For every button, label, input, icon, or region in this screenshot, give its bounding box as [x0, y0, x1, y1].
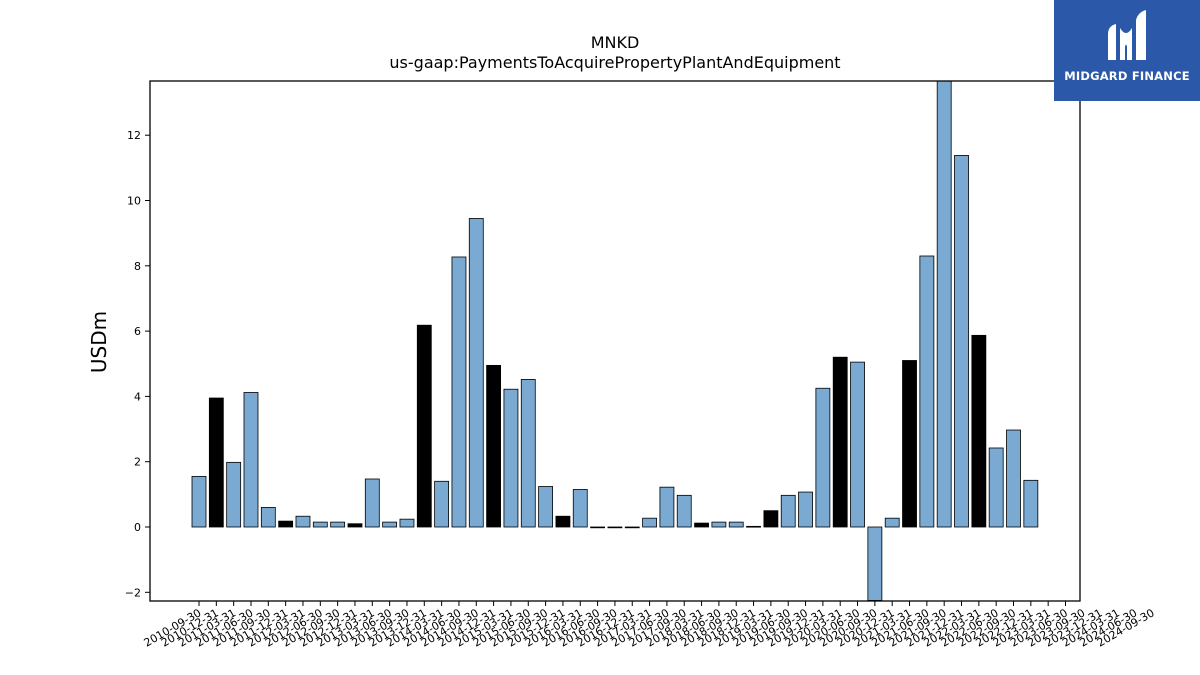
bar-2011-09-30 — [260, 507, 276, 528]
bar-2010-09-30 — [191, 475, 207, 528]
bar-2015-03-31 — [503, 388, 519, 528]
plot-frame — [149, 80, 1081, 602]
bar-2021-03-31 — [850, 361, 865, 528]
bar-2014-06-30 — [451, 256, 467, 528]
bar-2015-06-30 — [520, 379, 536, 528]
bar-2016-12-31 — [624, 526, 640, 529]
bar-2023-06-30 — [1006, 429, 1021, 528]
bar-2019-09-30 — [746, 525, 761, 528]
bar-2018-09-30 — [676, 494, 692, 528]
bar-2015-09-30 — [538, 486, 553, 528]
bar-2022-09-30 — [954, 155, 969, 528]
chart-title: MNKD — [591, 33, 640, 52]
bar-2020-09-30 — [815, 387, 831, 528]
bar-2013-03-31 — [364, 478, 380, 528]
bar-2020-12-31 — [832, 356, 848, 528]
bar-2019-06-30 — [728, 521, 744, 528]
x-axis: 2010-09-302010-12-312011-03-312011-06-30… — [142, 601, 1157, 650]
bar-2022-03-31 — [919, 255, 935, 528]
bar-2013-06-30 — [382, 521, 398, 528]
bar-2012-06-30 — [312, 521, 328, 528]
logo-text: MIDGARD FINANCE — [1064, 69, 1190, 83]
bar-2013-09-30 — [399, 518, 415, 528]
bar-2018-03-31 — [642, 517, 657, 528]
bar-2013-12-31 — [416, 324, 432, 528]
y-axis: −2 0 2 4 6 8 10 12 — [125, 129, 150, 599]
y-tick-label: 10 — [127, 195, 141, 208]
bar-2021-12-31 — [902, 360, 917, 528]
bar-2016-09-30 — [607, 526, 623, 529]
bar-2012-09-30 — [330, 521, 346, 528]
bar-2014-09-30 — [468, 218, 484, 528]
bar-2016-06-30 — [590, 526, 605, 529]
bars-group — [191, 80, 1039, 601]
bar-2022-06-30 — [936, 80, 952, 528]
y-tick-label: 2 — [134, 456, 141, 469]
bar-2012-03-31 — [295, 515, 311, 528]
bar-2018-12-31 — [694, 522, 709, 528]
y-tick-label: −2 — [125, 586, 141, 599]
bar-2021-09-30 — [884, 517, 900, 528]
bar-2014-12-31 — [486, 364, 502, 528]
bar-2014-03-31 — [434, 480, 450, 528]
bar-2020-06-30 — [798, 491, 813, 528]
y-tick-label: 12 — [127, 129, 141, 142]
chart-subtitle: us-gaap:PaymentsToAcquirePropertyPlantAn… — [389, 53, 840, 72]
bar-2023-09-30 — [1023, 479, 1039, 528]
bar-2011-03-31 — [226, 461, 242, 528]
y-tick-label: 4 — [134, 390, 141, 403]
bar-2012-12-31 — [347, 523, 363, 528]
bar-2011-12-31 — [278, 520, 294, 528]
bar-2019-12-31 — [763, 510, 779, 528]
bar-2023-03-31 — [988, 447, 1004, 528]
y-tick-label: 8 — [134, 260, 141, 273]
bar-2011-06-30 — [243, 392, 259, 528]
bar-2022-12-31 — [971, 334, 987, 528]
bar-2016-03-31 — [572, 489, 588, 528]
bar-2021-06-30 — [867, 526, 883, 601]
bar-2015-12-31 — [555, 515, 571, 528]
bar-2020-03-31 — [780, 494, 796, 528]
y-tick-label: 6 — [134, 325, 141, 338]
midgard-m-logo-icon — [1108, 10, 1146, 60]
y-axis-label: USDm — [87, 311, 111, 373]
midgard-finance-logo: MIDGARD FINANCE — [1054, 0, 1200, 101]
bar-2010-12-31 — [208, 397, 224, 528]
bar-2019-03-31 — [711, 521, 727, 528]
bar-2018-06-30 — [659, 486, 675, 528]
y-tick-label: 0 — [134, 521, 141, 534]
